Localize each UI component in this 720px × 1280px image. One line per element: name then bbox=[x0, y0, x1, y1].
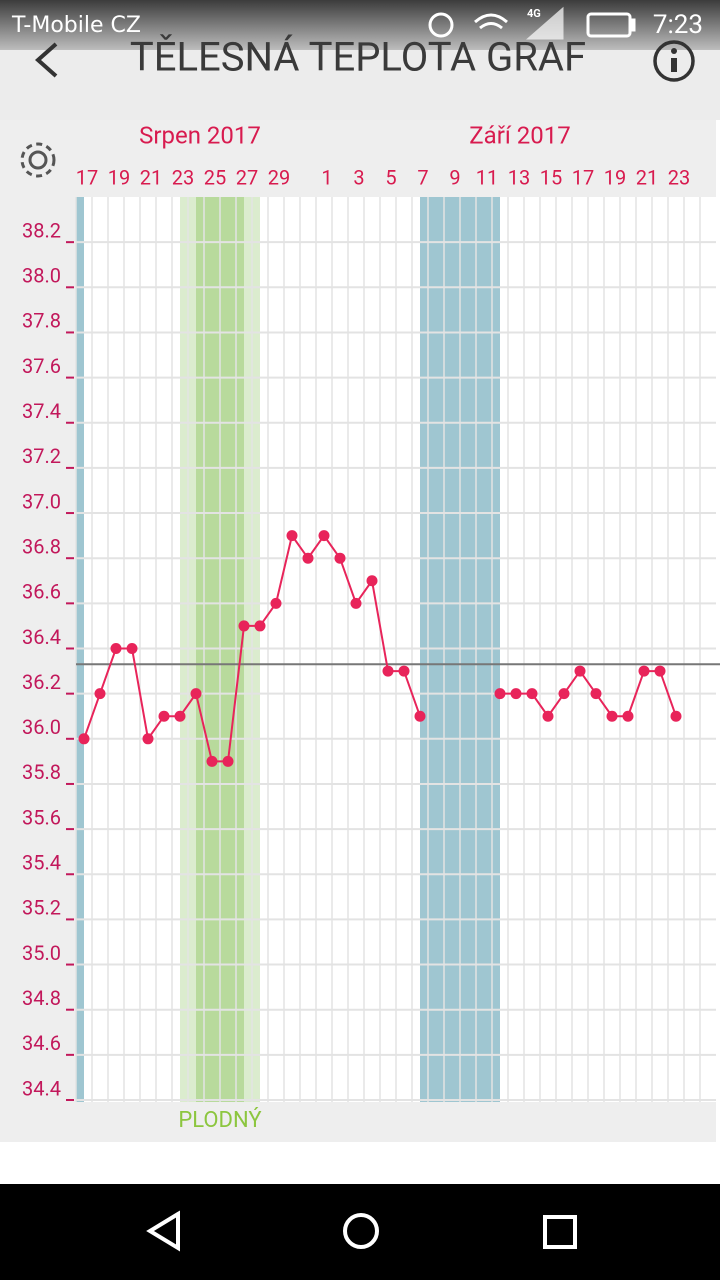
nav-home[interactable] bbox=[343, 1213, 379, 1249]
temperature-point bbox=[318, 530, 330, 542]
y-tick-label: 34.6 bbox=[22, 1031, 61, 1055]
temperature-point bbox=[590, 688, 602, 700]
chart: PLODNÝ 34.4 34.6 34.8 35.0 35.2 35.4 35.6 35.8 36… bbox=[22, 121, 720, 1133]
temperature-point bbox=[542, 710, 554, 722]
y-tick-label: 38.2 bbox=[22, 218, 61, 242]
x-tick-label: 17 bbox=[76, 165, 98, 189]
temperature-point bbox=[110, 643, 122, 654]
temperature-point bbox=[334, 552, 346, 564]
temperature-point bbox=[142, 733, 154, 745]
temperature-point bbox=[366, 575, 378, 587]
x-tick-label: 9 bbox=[449, 165, 460, 189]
temperature-point bbox=[398, 665, 410, 677]
y-tick-label: 37.6 bbox=[22, 354, 61, 378]
back-button[interactable] bbox=[34, 42, 58, 78]
status-bar bbox=[0, 0, 720, 50]
x-tick-label: 13 bbox=[508, 165, 530, 189]
y-tick-label: 38.0 bbox=[22, 264, 61, 288]
temperature-point bbox=[174, 710, 186, 722]
info-button[interactable] bbox=[653, 40, 695, 82]
temperature-point bbox=[350, 597, 362, 609]
temperature-point bbox=[574, 665, 586, 677]
x-tick-label: 19 bbox=[108, 165, 130, 189]
y-tick-label: 34.4 bbox=[22, 1076, 61, 1100]
x-tick-label: 21 bbox=[636, 165, 658, 189]
y-tick-label: 35.8 bbox=[22, 760, 61, 784]
y-tick-label: 37.0 bbox=[22, 489, 61, 513]
x-tick-label: 23 bbox=[172, 165, 194, 189]
x-tick-label: 29 bbox=[268, 165, 290, 189]
temperature-point bbox=[286, 530, 298, 542]
temperature-point bbox=[654, 665, 666, 677]
temperature-point bbox=[606, 710, 618, 722]
temperature-point bbox=[302, 552, 314, 564]
temperature-point bbox=[622, 710, 634, 722]
y-tick-label: 35.2 bbox=[22, 896, 61, 920]
nav-recent[interactable] bbox=[543, 1215, 577, 1249]
x-tick-label: 1 bbox=[321, 165, 332, 189]
settings-button[interactable] bbox=[20, 142, 56, 178]
y-tick-label: 35.4 bbox=[22, 851, 61, 875]
temperature-point bbox=[158, 710, 170, 722]
y-tick-label: 35.0 bbox=[22, 941, 61, 965]
x-tick-label: 27 bbox=[236, 165, 258, 189]
carrier: T-Mobile CZ bbox=[11, 13, 141, 38]
temperature-point bbox=[526, 688, 538, 700]
clock: 7:23 bbox=[653, 10, 703, 40]
y-tick-label: 34.8 bbox=[22, 986, 61, 1010]
y-tick-label: 35.6 bbox=[22, 805, 61, 829]
temperature-line bbox=[83, 533, 421, 763]
x-tick-label: 5 bbox=[385, 165, 396, 189]
y-tick-label: 36.4 bbox=[22, 625, 61, 649]
y-tick-label: 36.8 bbox=[22, 534, 61, 558]
x-tick-label: 11 bbox=[476, 165, 498, 189]
temperature-point bbox=[126, 643, 138, 654]
y-tick-label: 36.2 bbox=[22, 670, 61, 694]
status-icons bbox=[428, 6, 636, 40]
x-tick-label: 7 bbox=[417, 165, 428, 189]
nav-bar bbox=[0, 1184, 720, 1280]
temperature-point bbox=[382, 665, 394, 677]
temperature-point bbox=[510, 688, 522, 700]
x-tick-label: 3 bbox=[353, 165, 364, 189]
temperature-point bbox=[558, 688, 570, 700]
month-label: Září 2017 bbox=[469, 121, 570, 149]
x-tick-label: 17 bbox=[572, 165, 594, 189]
x-tick-label: 21 bbox=[140, 165, 162, 189]
y-tick-label: 37.4 bbox=[22, 399, 61, 423]
x-tick-label: 15 bbox=[540, 165, 562, 189]
x-tick-label: 25 bbox=[204, 165, 226, 189]
screen-title: TĚLESNÁ TEPLOTA GRAF bbox=[130, 34, 586, 81]
nav-back[interactable] bbox=[146, 1210, 180, 1252]
y-tick-label: 36.6 bbox=[22, 580, 61, 604]
temperature-point bbox=[414, 710, 426, 722]
x-tick-label: 19 bbox=[604, 165, 626, 189]
month-label: Srpen 2017 bbox=[139, 121, 261, 149]
temperature-point bbox=[238, 620, 250, 632]
temperature-point bbox=[670, 710, 682, 722]
network: 4G bbox=[527, 7, 541, 20]
fertile-label: PLODNÝ bbox=[178, 1107, 262, 1133]
y-tick-label: 37.2 bbox=[22, 444, 61, 468]
temperature-point bbox=[270, 597, 282, 609]
y-tick-label: 36.0 bbox=[22, 715, 61, 739]
y-tick-label: 37.8 bbox=[22, 309, 61, 333]
temperature-point bbox=[254, 620, 266, 632]
x-tick-label: 23 bbox=[668, 165, 690, 189]
temperature-point bbox=[206, 755, 218, 767]
temperature-point bbox=[190, 688, 202, 700]
temperature-point bbox=[494, 688, 506, 700]
temperature-point bbox=[94, 688, 106, 700]
temperature-point bbox=[222, 755, 234, 767]
temperature-point bbox=[638, 665, 650, 677]
temperature-point bbox=[78, 733, 90, 745]
